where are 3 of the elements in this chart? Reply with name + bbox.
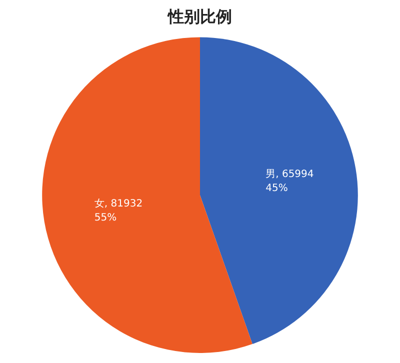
chart-title: 性别比例 <box>167 6 232 26</box>
slice-label: 男, 65994 45% <box>266 169 314 194</box>
slice-label: 女, 81932 55% <box>94 197 143 224</box>
